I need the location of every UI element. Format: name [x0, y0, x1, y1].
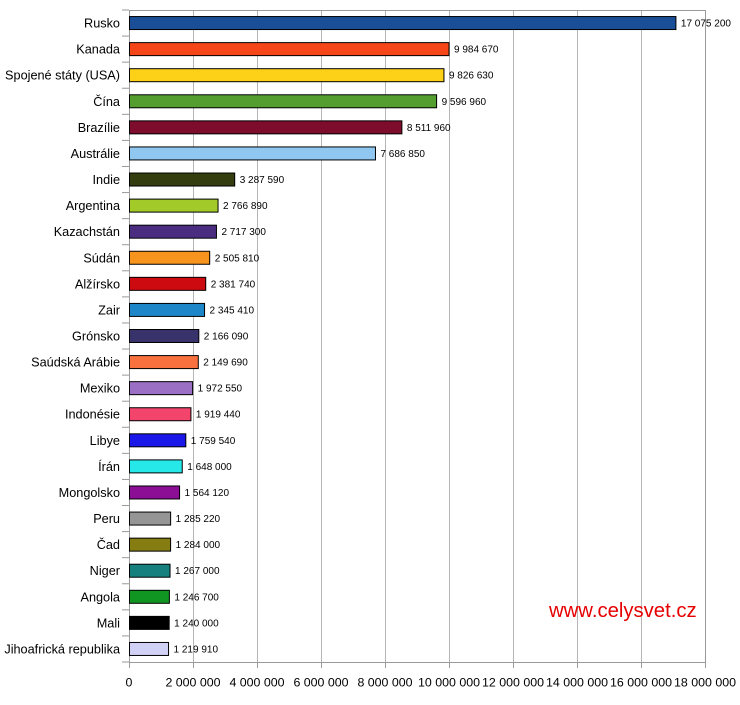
svg-text:Rusko: Rusko — [84, 17, 120, 31]
svg-text:Jihoafrická republika: Jihoafrická republika — [4, 642, 121, 656]
svg-text:6 000 000: 6 000 000 — [293, 676, 348, 690]
svg-text:Spojené státy (USA): Spojené státy (USA) — [5, 69, 120, 83]
svg-text:Brazílie: Brazílie — [78, 121, 120, 135]
svg-text:Angola: Angola — [80, 590, 120, 604]
svg-text:1 219 910: 1 219 910 — [174, 644, 219, 655]
svg-text:8 000 000: 8 000 000 — [357, 676, 412, 690]
svg-text:4 000 000: 4 000 000 — [229, 676, 284, 690]
svg-text:10 000 000: 10 000 000 — [418, 676, 480, 690]
svg-text:2 345 410: 2 345 410 — [210, 305, 255, 316]
svg-text:Argentina: Argentina — [66, 199, 121, 213]
svg-text:16 000 000: 16 000 000 — [610, 676, 672, 690]
svg-text:9 596 960: 9 596 960 — [442, 97, 487, 108]
svg-text:Mongolsko: Mongolsko — [59, 486, 120, 500]
svg-text:2 166 090: 2 166 090 — [204, 332, 249, 343]
svg-text:8 511 960: 8 511 960 — [407, 123, 451, 134]
svg-text:Zair: Zair — [98, 303, 121, 317]
svg-text:Peru: Peru — [93, 512, 120, 526]
svg-text:12 000 000: 12 000 000 — [482, 676, 544, 690]
svg-text:1 972 550: 1 972 550 — [198, 384, 243, 395]
svg-text:1 648 000: 1 648 000 — [187, 462, 232, 473]
svg-text:18 000 000: 18 000 000 — [674, 676, 736, 690]
svg-text:2 717 300: 2 717 300 — [221, 227, 266, 238]
svg-text:Alžírsko: Alžírsko — [75, 277, 120, 291]
svg-text:2 766 890: 2 766 890 — [223, 201, 268, 212]
svg-text:Írán: Írán — [98, 459, 120, 474]
svg-text:www.celysvet.cz: www.celysvet.cz — [548, 600, 697, 622]
svg-text:1 919 440: 1 919 440 — [196, 410, 241, 421]
svg-text:9 826 630: 9 826 630 — [449, 71, 494, 82]
svg-text:2 000 000: 2 000 000 — [165, 676, 220, 690]
svg-text:9 984 670: 9 984 670 — [454, 45, 499, 56]
svg-text:Čína: Čína — [93, 94, 121, 109]
svg-text:14 000 000: 14 000 000 — [546, 676, 608, 690]
svg-text:Libye: Libye — [90, 434, 120, 448]
svg-text:3 287 590: 3 287 590 — [240, 175, 285, 186]
svg-text:17 075 200: 17 075 200 — [681, 19, 731, 30]
svg-text:2 381 740: 2 381 740 — [211, 279, 256, 290]
svg-text:1 759 540: 1 759 540 — [191, 436, 236, 447]
svg-text:1 284 000: 1 284 000 — [176, 540, 221, 551]
svg-text:1 564 120: 1 564 120 — [185, 488, 230, 499]
svg-text:Kazachstán: Kazachstán — [54, 225, 120, 239]
svg-text:Kanada: Kanada — [76, 43, 121, 57]
svg-text:Čad: Čad — [97, 537, 120, 552]
svg-text:Mali: Mali — [97, 616, 120, 630]
svg-text:Súdán: Súdán — [83, 251, 120, 265]
svg-text:1 285 220: 1 285 220 — [176, 514, 221, 525]
svg-text:Indonésie: Indonésie — [65, 408, 120, 422]
svg-text:Indie: Indie — [92, 173, 120, 187]
svg-text:Mexiko: Mexiko — [80, 382, 120, 396]
svg-text:Grónsko: Grónsko — [72, 330, 120, 344]
svg-text:1 240 000: 1 240 000 — [174, 618, 219, 629]
svg-text:Austrálie: Austrálie — [71, 147, 120, 161]
svg-text:2 149 690: 2 149 690 — [203, 358, 248, 369]
svg-text:1 267 000: 1 267 000 — [175, 566, 220, 577]
svg-text:1 246 700: 1 246 700 — [174, 592, 219, 603]
svg-text:0: 0 — [126, 676, 133, 690]
svg-text:Saúdská Arábie: Saúdská Arábie — [31, 356, 120, 370]
svg-text:7 686 850: 7 686 850 — [380, 149, 425, 160]
svg-text:2 505 810: 2 505 810 — [215, 253, 260, 264]
svg-text:Niger: Niger — [90, 564, 121, 578]
